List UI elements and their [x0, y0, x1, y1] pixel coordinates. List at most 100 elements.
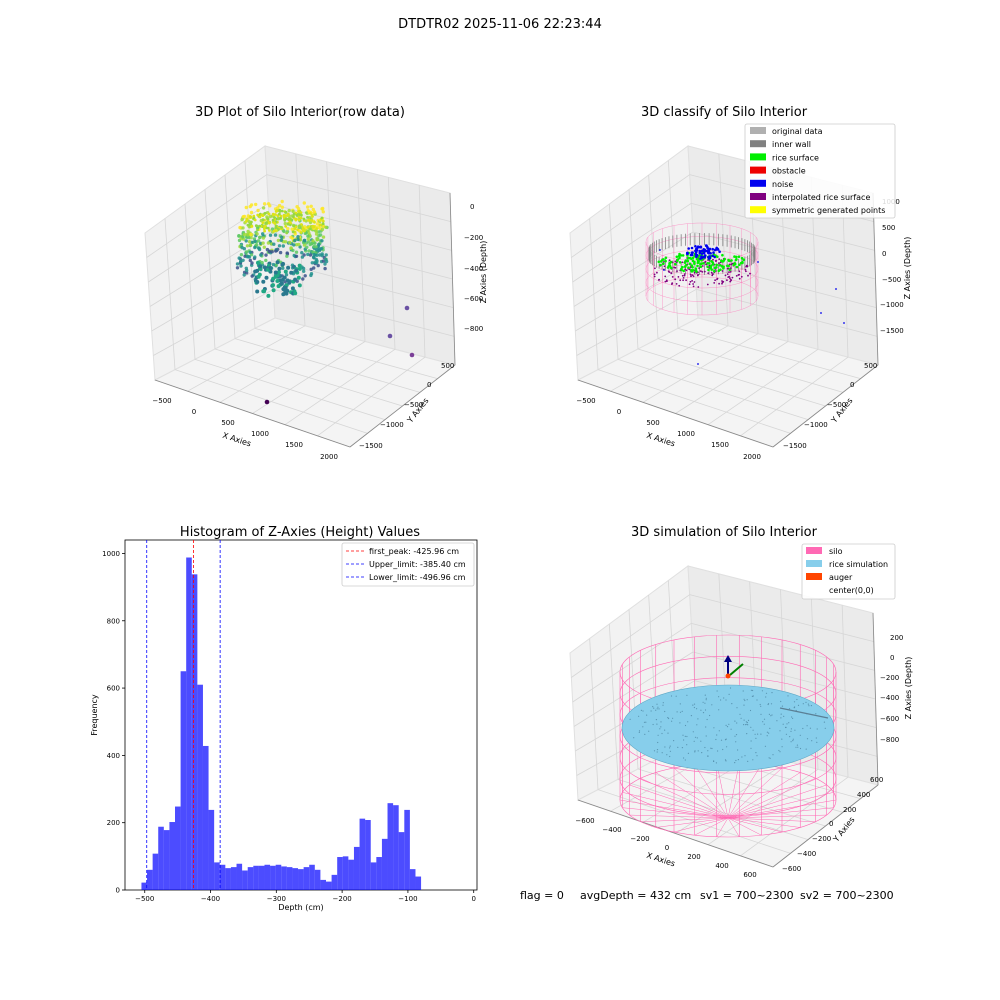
interp-point — [693, 271, 696, 274]
interp-point — [699, 270, 702, 272]
data-point — [244, 250, 249, 254]
plot4-rice-surface — [621, 684, 835, 772]
data-point — [285, 254, 289, 258]
x-tick: −400 — [602, 826, 621, 834]
plot2-z-ticks: 1000 500 0 −500 −1000 −1500 — [880, 198, 904, 335]
rice-mesh-point — [704, 709, 707, 711]
rice-mesh-point — [693, 703, 696, 705]
rice-mesh-point — [668, 717, 670, 720]
data-point — [278, 208, 282, 212]
rice-mesh-point — [675, 695, 677, 697]
rice-mesh-point — [778, 749, 780, 752]
rice-mesh-point — [650, 710, 652, 712]
noise-point — [690, 251, 694, 254]
x-tick: 0 — [192, 408, 196, 416]
y-tick: −1000 — [380, 421, 404, 429]
silo-spoke — [727, 763, 740, 819]
data-point — [302, 201, 306, 205]
data-point — [301, 228, 305, 232]
noise-point — [695, 247, 699, 250]
interp-point — [730, 267, 732, 269]
rice-mesh-point — [741, 756, 743, 758]
x-tick-label: −200 — [333, 895, 352, 903]
histogram-bar — [303, 867, 310, 890]
rice-mesh-point — [756, 755, 758, 757]
rice-point — [675, 255, 679, 259]
interp-point — [718, 262, 720, 264]
data-point — [246, 229, 250, 234]
interp-point — [745, 264, 748, 267]
rice-point — [694, 268, 698, 271]
data-point — [253, 245, 257, 250]
interp-point — [705, 263, 707, 266]
histogram-bar — [370, 862, 377, 890]
data-point — [258, 215, 262, 219]
rice-mesh-point — [661, 752, 663, 754]
interp-point — [658, 279, 660, 281]
data-point — [302, 217, 306, 221]
rice-mesh-point — [751, 695, 754, 698]
plot2-xlabel: X Axies — [645, 431, 676, 449]
rice-mesh-point — [743, 724, 745, 726]
rice-mesh-point — [790, 730, 792, 733]
rice-mesh-point — [705, 699, 707, 701]
data-point — [294, 225, 298, 229]
rice-mesh-point — [802, 703, 804, 705]
rice-mesh-point — [760, 733, 762, 735]
z-tick: −500 — [882, 276, 901, 284]
data-point — [297, 283, 302, 288]
rice-point — [664, 256, 668, 260]
data-point — [321, 210, 325, 214]
data-point — [284, 240, 288, 244]
data-point — [273, 222, 277, 225]
data-point — [271, 276, 276, 281]
data-point — [237, 234, 241, 238]
plot1-title: 3D Plot of Silo Interior(row data) — [195, 105, 405, 120]
rice-mesh-point — [735, 734, 738, 736]
rice-mesh-point — [653, 750, 656, 752]
rice-point — [669, 266, 673, 270]
histogram-bar — [186, 557, 192, 890]
interp-point — [701, 271, 704, 273]
rice-mesh-point — [707, 750, 709, 752]
data-point — [306, 216, 309, 219]
data-point — [247, 255, 251, 259]
data-point — [324, 253, 328, 257]
histogram-bar — [247, 867, 254, 890]
rice-point — [735, 255, 738, 259]
rice-mesh-point — [752, 729, 754, 731]
silo-spoke — [727, 772, 801, 819]
data-point — [300, 251, 304, 255]
data-point — [244, 220, 248, 223]
interp-point — [707, 272, 710, 275]
histogram-bar — [365, 820, 371, 890]
data-point — [244, 266, 248, 270]
plot4-y-ticks: 600 400 200 0 −200 −400 −600 — [782, 776, 883, 873]
rice-mesh-point — [662, 702, 664, 704]
data-point — [279, 281, 284, 286]
data-point — [268, 229, 271, 232]
histogram-bar — [286, 867, 293, 890]
interp-point — [749, 272, 751, 275]
data-point — [275, 279, 280, 283]
z-tick: −600 — [464, 295, 483, 303]
rice-mesh-point — [797, 746, 799, 748]
rice-mesh-point — [697, 750, 699, 752]
interp-point — [747, 274, 749, 277]
rice-mesh-point — [735, 759, 737, 762]
rice-mesh-point — [792, 738, 794, 740]
rice-point — [685, 263, 688, 267]
data-point — [270, 250, 274, 254]
rice-mesh-point — [797, 704, 800, 707]
interp-point — [671, 283, 673, 285]
data-point — [306, 234, 310, 238]
data-point — [294, 218, 298, 222]
silo-spoke — [640, 817, 729, 822]
histogram-bar — [415, 876, 422, 890]
data-point — [273, 233, 278, 237]
data-point — [248, 258, 252, 263]
interp-point — [693, 281, 696, 283]
interp-point — [689, 273, 692, 276]
silo-spoke — [727, 817, 783, 833]
data-point — [286, 222, 290, 226]
